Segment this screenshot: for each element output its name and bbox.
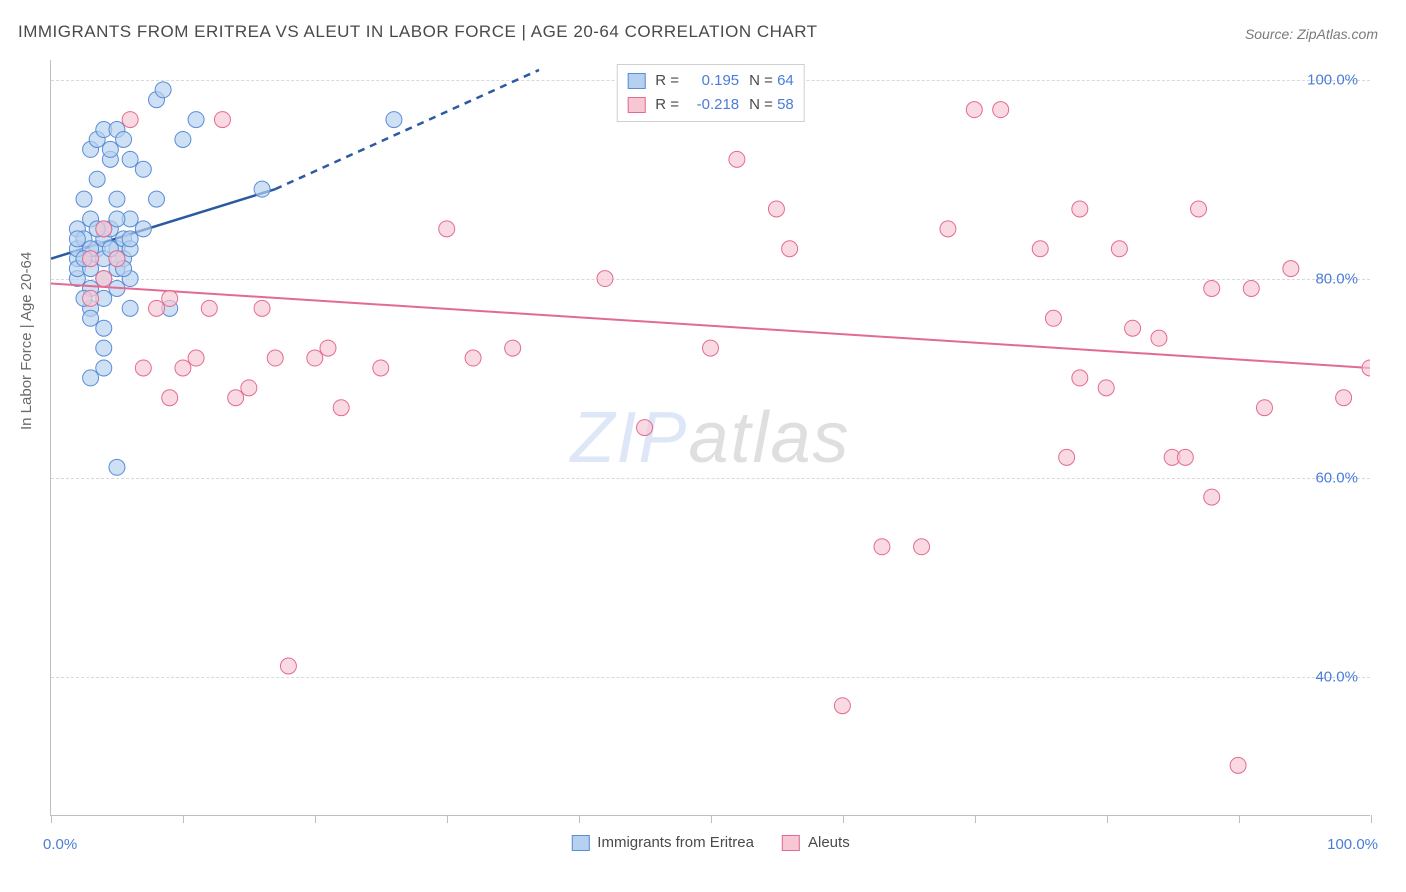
legend-label-series2: Aleuts (808, 834, 850, 851)
x-tick (579, 815, 580, 823)
x-tick (183, 815, 184, 823)
x-tick (315, 815, 316, 823)
swatch-series1 (627, 73, 645, 89)
swatch-series2 (627, 97, 645, 113)
legend-label-series1: Immigrants from Eritrea (597, 834, 754, 851)
plot-area: ZIPatlas 40.0%60.0%80.0%100.0% 0.0% 100.… (50, 60, 1370, 816)
x-tick (711, 815, 712, 823)
x-tick (975, 815, 976, 823)
chart-title: IMMIGRANTS FROM ERITREA VS ALEUT IN LABO… (18, 22, 818, 42)
x-tick (843, 815, 844, 823)
x-axis-max-label: 100.0% (1327, 836, 1378, 853)
legend-item-series1: Immigrants from Eritrea (571, 834, 754, 851)
swatch-series1-bottom (571, 835, 589, 851)
x-tick (1371, 815, 1372, 823)
y-axis-title: In Labor Force | Age 20-64 (18, 252, 35, 430)
swatch-series2-bottom (782, 835, 800, 851)
source-attribution: Source: ZipAtlas.com (1245, 26, 1378, 42)
x-tick (1239, 815, 1240, 823)
x-tick (1107, 815, 1108, 823)
correlation-legend: R = 0.195 N = 64 R = -0.218 N = 58 (616, 64, 805, 122)
x-axis-min-label: 0.0% (43, 836, 77, 853)
legend-item-series2: Aleuts (782, 834, 850, 851)
series-legend: Immigrants from Eritrea Aleuts (571, 834, 849, 851)
legend-row-series1: R = 0.195 N = 64 (627, 69, 794, 93)
chart-svg (51, 60, 1370, 815)
legend-row-series2: R = -0.218 N = 58 (627, 93, 794, 117)
x-tick (51, 815, 52, 823)
x-tick (447, 815, 448, 823)
